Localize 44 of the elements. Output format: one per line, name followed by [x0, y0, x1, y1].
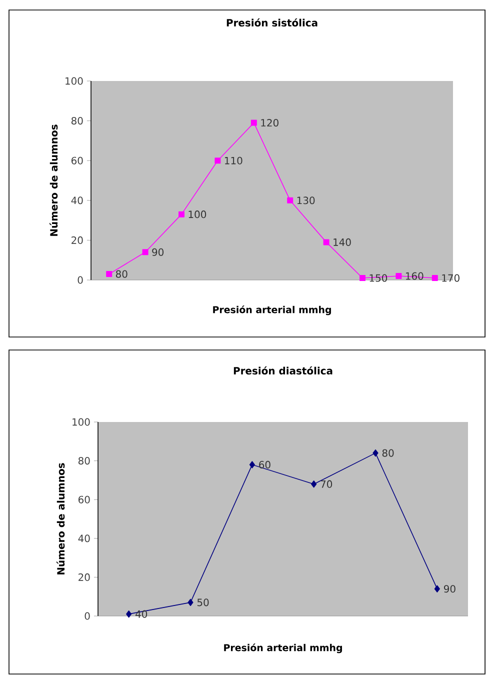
- category-label: 80: [116, 270, 128, 278]
- category-label: 130: [297, 196, 315, 204]
- y-tick-label: 0: [84, 612, 90, 620]
- point: [106, 271, 112, 278]
- category-label: 90: [152, 248, 164, 256]
- point: [323, 239, 330, 246]
- point: [178, 211, 184, 218]
- y-tick-label: 0: [78, 276, 83, 284]
- y-tick-label: 100: [72, 418, 90, 426]
- y-tick-label: 100: [66, 77, 83, 85]
- point: [249, 461, 255, 468]
- x-tick-label: 70: [320, 480, 332, 488]
- category-label: 170: [442, 274, 460, 282]
- x-tick-label: 50: [197, 598, 209, 606]
- point: [396, 273, 402, 280]
- point: [432, 275, 438, 282]
- y-tick-label: 60: [72, 156, 83, 164]
- point: [126, 610, 132, 618]
- point: [434, 585, 440, 592]
- chart-title: Presión diastólica: [234, 366, 332, 375]
- point: [250, 120, 257, 126]
- point: [311, 480, 317, 488]
- y-tick-label: 40: [78, 534, 90, 542]
- category-label: 100: [188, 210, 206, 218]
- y-axis-title: Número de alumnos: [50, 124, 58, 236]
- category-label: 110: [224, 156, 242, 164]
- y-tick-label: 20: [78, 573, 90, 581]
- category-label: 140: [334, 238, 351, 246]
- x-axis-title: Presión arterial mmhg: [213, 306, 331, 316]
- point: [142, 249, 148, 256]
- point: [287, 197, 294, 204]
- point: [214, 158, 221, 164]
- point: [188, 598, 194, 606]
- y-tick-label: 40: [71, 196, 83, 204]
- y-tick-label: 20: [72, 236, 83, 244]
- y-tick-label: 80: [78, 457, 90, 465]
- x-axis-title: Presión arterial mmhg: [224, 644, 342, 654]
- category-label: 120: [261, 119, 278, 127]
- y-tick-label: 80: [71, 117, 83, 125]
- y-axis-title: Número de alumnos: [56, 463, 65, 574]
- point: [372, 449, 378, 457]
- y-tick-label: 60: [78, 496, 90, 504]
- point: [360, 275, 366, 282]
- chart-title: Presión sistólica: [226, 18, 318, 27]
